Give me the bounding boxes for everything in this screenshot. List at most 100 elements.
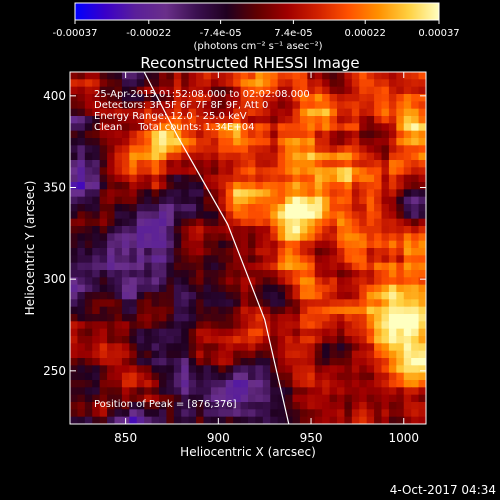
heatmap-cell [277, 314, 286, 322]
heatmap-cell [299, 152, 308, 161]
heatmap-cell [144, 416, 153, 424]
heatmap-cell [121, 350, 130, 359]
heatmap-cell [210, 108, 219, 117]
heatmap-cell [262, 380, 271, 388]
heatmap-cell [114, 182, 123, 190]
heatmap-cell [285, 365, 294, 374]
heatmap-cell [210, 262, 219, 271]
heatmap-cell [84, 358, 93, 366]
heatmap-cell [166, 218, 175, 227]
heatmap-cell [181, 101, 190, 110]
heatmap-cell [262, 387, 271, 396]
heatmap-cell [233, 306, 242, 315]
heatmap-cell [307, 394, 316, 403]
heatmap-cell [299, 343, 308, 352]
heatmap-cell [248, 409, 257, 418]
heatmap-cell [84, 218, 93, 227]
heatmap-cell [136, 402, 145, 410]
heatmap-cell [403, 138, 412, 146]
heatmap-cell [151, 123, 160, 132]
heatmap-cell [203, 233, 212, 242]
heatmap-cell [262, 350, 271, 359]
heatmap-cell [248, 226, 257, 234]
heatmap-cell [337, 292, 346, 300]
heatmap-cell [121, 409, 130, 418]
heatmap-cell [129, 306, 138, 315]
heatmap-cell [203, 314, 212, 322]
heatmap-cell [255, 167, 264, 176]
heatmap-cell [166, 372, 175, 381]
heatmap-cell [388, 167, 397, 176]
heatmap-cell [270, 86, 279, 95]
heatmap-cell [403, 79, 412, 88]
heatmap-cell [351, 101, 360, 110]
heatmap-cell [366, 270, 375, 278]
heatmap-cell [233, 321, 242, 330]
heatmap-cell [210, 416, 219, 424]
heatmap-cell [151, 336, 160, 344]
heatmap-cell [292, 211, 301, 220]
heatmap-cell [121, 402, 130, 410]
heatmap-cell [388, 402, 397, 410]
heatmap-cell [77, 204, 86, 212]
heatmap-cell [292, 343, 301, 352]
heatmap-cell [240, 79, 249, 88]
heatmap-cell [255, 358, 264, 366]
heatmap-cell [337, 409, 346, 418]
heatmap-cell [114, 86, 123, 95]
heatmap-cell [129, 79, 138, 88]
heatmap-cell [418, 138, 426, 146]
heatmap-cell [262, 270, 271, 278]
heatmap-cell [351, 211, 360, 220]
heatmap-cell [374, 277, 383, 286]
heatmap-cell [255, 160, 264, 168]
heatmap-cell [337, 138, 346, 146]
heatmap-cell [144, 130, 153, 139]
heatmap-cell [344, 167, 353, 176]
heatmap-cell [151, 255, 160, 264]
heatmap-cell [188, 321, 197, 330]
heatmap-cell [84, 211, 93, 220]
heatmap-cell [233, 365, 242, 374]
heatmap-cell [337, 328, 346, 337]
heatmap-cell [381, 196, 390, 205]
heatmap-cell [299, 101, 308, 110]
heatmap-cell [307, 196, 316, 205]
heatmap-cell [270, 108, 279, 117]
heatmap-cell [210, 160, 219, 168]
heatmap-cell [107, 94, 116, 102]
heatmap-cell [314, 387, 323, 396]
heatmap-cell [210, 79, 219, 88]
heatmap-cell [151, 174, 160, 183]
heatmap-cell [159, 167, 168, 176]
heatmap-cell [388, 196, 397, 205]
heatmap-cell [381, 387, 390, 396]
heatmap-cell [337, 262, 346, 271]
heatmap-cell [366, 79, 375, 88]
heatmap-cell [225, 233, 234, 242]
heatmap-cell [84, 248, 93, 256]
heatmap-cell [359, 108, 368, 117]
heatmap-cell [314, 101, 323, 110]
heatmap-cell [388, 101, 397, 110]
heatmap-cell [299, 218, 308, 227]
heatmap-cell [70, 123, 79, 132]
heatmap-cell [107, 350, 116, 359]
heatmap-cell [359, 123, 368, 132]
heatmap-cell [270, 226, 279, 234]
heatmap-cell [210, 101, 219, 110]
heatmap-cell [285, 372, 294, 381]
heatmap-cell [129, 358, 138, 366]
heatmap-cell [84, 380, 93, 388]
heatmap-cell [248, 350, 257, 359]
heatmap-cell [114, 211, 123, 220]
heatmap-cell [248, 72, 257, 80]
heatmap-cell [233, 402, 242, 410]
heatmap-cell [121, 226, 130, 234]
heatmap-cell [255, 387, 264, 396]
heatmap-cell [314, 167, 323, 176]
heatmap-cell [173, 284, 182, 293]
heatmap-cell [344, 116, 353, 124]
heatmap-cell [351, 328, 360, 337]
heatmap-cell [159, 160, 168, 168]
